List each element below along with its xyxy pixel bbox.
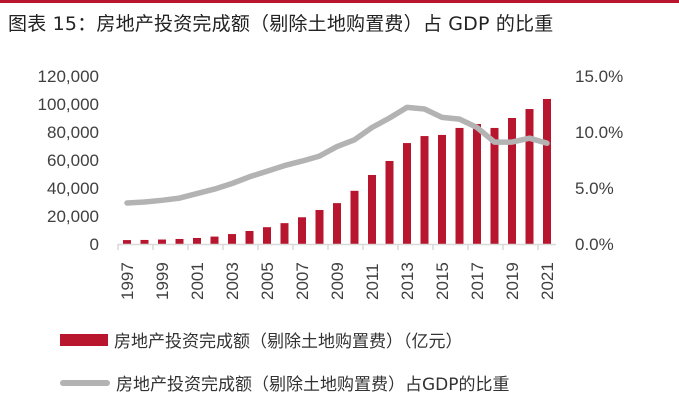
x-axis xyxy=(117,243,556,250)
bar-2005 xyxy=(263,227,271,244)
right-tick-label: 10.0% xyxy=(575,123,623,142)
left-tick-label: 20,000 xyxy=(47,207,99,226)
bar-2004 xyxy=(245,230,254,244)
bar-2013 xyxy=(403,143,411,244)
bar-2017 xyxy=(473,124,481,244)
x-tick-label: 2019 xyxy=(503,262,522,300)
legend-item-line: 房地产投资完成额（剔除土地购置费）占GDP的比重 xyxy=(60,370,510,395)
right-tick-label: 0.0% xyxy=(575,235,614,254)
bar-2019 xyxy=(508,118,516,244)
x-tick-label: 2009 xyxy=(328,262,347,300)
line-series xyxy=(124,104,550,206)
x-tick-label: 2011 xyxy=(363,263,382,300)
legend-item-bar: 房地产投资完成额（剔除土地购置费）（亿元） xyxy=(60,327,463,352)
right-axis-ticks: 0.0% 5.0% 10.0% 15.0% xyxy=(575,67,623,254)
bar-1997 xyxy=(123,240,131,244)
x-tick-label: 2015 xyxy=(433,262,452,300)
right-tick-label: 15.0% xyxy=(575,67,623,86)
x-tick-label: 1999 xyxy=(153,262,172,300)
bar-2003 xyxy=(228,234,236,244)
x-tick-label: 1997 xyxy=(118,262,137,300)
x-tick-label: 2007 xyxy=(293,262,312,300)
left-tick-label: 120,000 xyxy=(38,67,99,86)
x-tick-label: 2013 xyxy=(398,262,417,300)
bar-2007 xyxy=(298,217,306,244)
left-tick-label: 0 xyxy=(90,235,99,254)
bar-2021 xyxy=(543,98,551,245)
bar-series xyxy=(123,98,551,245)
x-tick-label: 2017 xyxy=(468,262,487,300)
bar-2016 xyxy=(455,127,464,244)
bar-2020 xyxy=(525,109,534,244)
bar-1998 xyxy=(140,239,149,244)
bar-2006 xyxy=(280,223,289,244)
legend-label-bar: 房地产投资完成额（剔除土地购置费）（亿元） xyxy=(114,332,463,352)
bar-2018 xyxy=(490,127,499,244)
legend-label-line: 房地产投资完成额（剔除土地购置费）占GDP的比重 xyxy=(116,375,510,395)
x-tick-label: 2005 xyxy=(258,262,277,300)
bar-2000 xyxy=(175,238,184,244)
chart-title: 图表 15：房地产投资完成额（剔除土地购置费）占 GDP 的比重 xyxy=(8,13,554,35)
x-tick-label: 2021 xyxy=(538,262,557,300)
top-rule xyxy=(0,0,679,3)
ratio-line xyxy=(124,104,550,206)
bar-2001 xyxy=(193,237,201,244)
left-tick-label: 80,000 xyxy=(47,123,99,142)
bar-2008 xyxy=(315,209,324,244)
bar-2012 xyxy=(385,160,394,244)
legend-line-swatch xyxy=(60,379,110,386)
x-axis-ticks: 1997 1999 2001 2003 2005 2007 2009 2011 2013 2015… xyxy=(118,262,557,300)
bar-1999 xyxy=(158,239,166,244)
left-axis-ticks: 0 20,000 40,000 60,000 80,000 100,000 120,000 xyxy=(38,67,99,254)
bar-2009 xyxy=(333,203,341,244)
bar-2014 xyxy=(420,136,429,244)
bar-2010 xyxy=(350,190,359,244)
left-tick-label: 100,000 xyxy=(38,95,99,114)
legend-bar-swatch xyxy=(60,333,108,346)
bar-2015 xyxy=(438,134,446,244)
bar-2011 xyxy=(368,174,376,244)
bar-2002 xyxy=(210,236,219,244)
left-tick-label: 60,000 xyxy=(47,151,99,170)
x-tick-label: 2003 xyxy=(223,262,242,300)
left-tick-label: 40,000 xyxy=(47,179,99,198)
x-tick-label: 2001 xyxy=(188,262,207,300)
right-tick-label: 5.0% xyxy=(575,179,614,198)
